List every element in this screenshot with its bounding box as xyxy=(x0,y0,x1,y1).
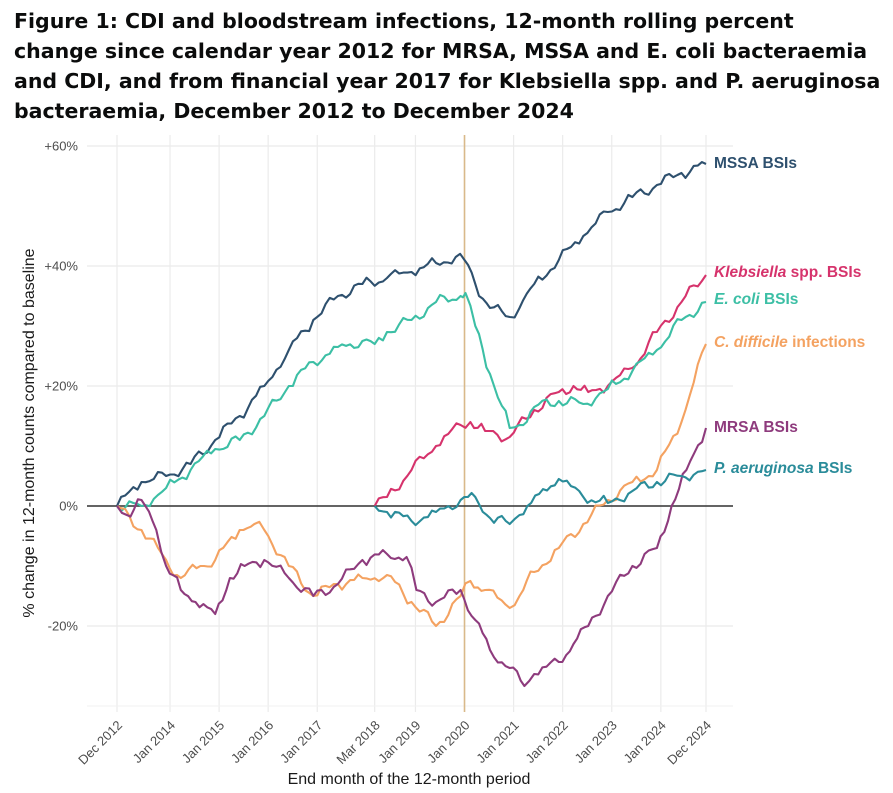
y-tick-label: +60% xyxy=(44,139,78,154)
x-tick-label: Jan 2014 xyxy=(130,718,178,766)
x-tick-label: Jan 2023 xyxy=(571,718,619,766)
x-tick-label: Jan 2021 xyxy=(473,718,521,766)
series-line-mrsa-bsis xyxy=(116,427,708,688)
y-tick-label: +40% xyxy=(44,259,78,274)
x-tick-label: Jan 2020 xyxy=(424,718,472,766)
series-line-e-coli-bsis xyxy=(116,291,707,513)
series-lines xyxy=(116,161,708,688)
series-line-p-aeruginosa-bsis xyxy=(373,468,707,527)
y-axis-ticks: +60% +40% +20% 0% -20% xyxy=(44,139,78,634)
x-tick-label: Jan 2024 xyxy=(620,718,668,766)
x-tick-label: Jan 2022 xyxy=(522,718,570,766)
x-axis-title: End month of the 12-month period xyxy=(288,771,531,788)
chart-title: Figure 1: CDI and bloodstream infections… xyxy=(14,9,881,123)
x-tick-label: Jan 2016 xyxy=(228,718,276,766)
x-tick-label: Jan 2015 xyxy=(179,718,227,766)
series-labels: MSSA BSIs Klebsiella spp. BSIs E. coli BSI… xyxy=(714,155,865,477)
x-tick-label: Dec 2024 xyxy=(664,718,714,768)
y-axis-title: % change in 12-month counts compared to … xyxy=(21,248,38,617)
series-label-c-difficile-infections: C. difficile infections xyxy=(714,334,865,351)
y-tick-label: -20% xyxy=(48,619,79,634)
series-label-mssa-bsis: MSSA BSIs xyxy=(714,155,797,172)
series-line-klebsiella-spp-bsis xyxy=(373,274,707,507)
grid-lines xyxy=(87,135,733,712)
series-label-p-aeruginosa-bsis: P. aeruginosa BSIs xyxy=(714,460,852,477)
x-tick-label: Mar 2018 xyxy=(333,718,382,767)
series-label-mrsa-bsis: MRSA BSIs xyxy=(714,419,798,436)
y-tick-label: +20% xyxy=(44,379,78,394)
x-tick-label: Dec 2012 xyxy=(75,718,125,768)
x-tick-label: Jan 2017 xyxy=(277,718,325,766)
series-label-klebsiella-spp-bsis: Klebsiella spp. BSIs xyxy=(714,264,861,281)
x-tick-label: Jan 2019 xyxy=(375,718,423,766)
series-label-e-coli-bsis: E. coli BSIs xyxy=(714,291,798,308)
series-line-mssa-bsis xyxy=(116,161,707,507)
x-axis-ticks: Dec 2012 Jan 2014 Jan 2015 Jan 2016 Jan 2017… xyxy=(75,718,714,768)
y-tick-label: 0% xyxy=(59,499,78,514)
